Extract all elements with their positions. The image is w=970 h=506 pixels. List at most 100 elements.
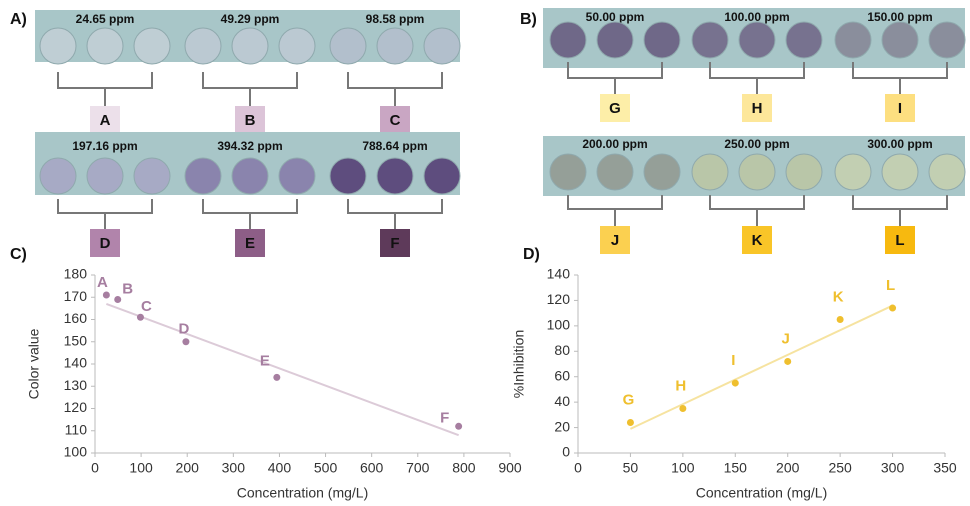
well — [596, 21, 634, 59]
well — [86, 157, 124, 195]
group-letter: B — [245, 112, 256, 129]
bracket — [57, 72, 153, 106]
group-letter: J — [611, 232, 619, 249]
x-tick-label: 0 — [91, 460, 99, 476]
concentration-label: 788.64 ppm — [362, 139, 427, 153]
point — [626, 418, 634, 426]
concentration-label: 98.58 ppm — [366, 12, 425, 26]
point — [784, 357, 792, 365]
concentration-label: 100.00 ppm — [724, 10, 789, 24]
well — [738, 153, 776, 191]
well — [643, 153, 681, 191]
swatch — [885, 94, 915, 122]
panel-label: B) — [520, 11, 537, 28]
group-letter: E — [245, 235, 255, 252]
well — [881, 21, 919, 59]
bracket — [57, 199, 153, 229]
well — [738, 21, 776, 59]
y-tick-label: 140 — [64, 355, 88, 371]
point-label: I — [731, 352, 735, 369]
swatch — [600, 94, 630, 122]
well — [423, 157, 461, 195]
y-axis-title: %Inhibition — [511, 330, 527, 399]
panel-label: D) — [523, 246, 540, 263]
well — [785, 153, 823, 191]
point — [455, 422, 463, 430]
y-tick-label: 0 — [562, 444, 570, 460]
x-tick-label: 700 — [406, 460, 430, 476]
point-label: F — [440, 409, 449, 426]
well — [691, 21, 729, 59]
group-letter: G — [609, 100, 621, 117]
point — [889, 304, 897, 312]
bracket — [567, 195, 663, 226]
well — [39, 157, 77, 195]
swatch — [90, 106, 120, 134]
trendline — [630, 304, 893, 430]
y-tick-label: 60 — [554, 367, 570, 383]
concentration-label: 394.32 ppm — [217, 139, 282, 153]
trendline — [106, 302, 460, 437]
point-label: G — [623, 391, 635, 408]
x-axis-title: Concentration (mg/L) — [237, 485, 369, 501]
x-tick-label: 900 — [498, 460, 522, 476]
concentration-label: 300.00 ppm — [867, 137, 932, 151]
x-tick-label: 400 — [268, 460, 292, 476]
well — [423, 27, 461, 65]
concentration-label: 50.00 ppm — [586, 10, 645, 24]
x-tick-label: 50 — [623, 460, 639, 476]
point — [836, 316, 844, 323]
panel-label: C) — [10, 246, 27, 263]
point-label: C — [141, 298, 152, 315]
bracket — [202, 199, 298, 229]
bracket — [852, 62, 948, 94]
x-tick-label: 500 — [314, 460, 338, 476]
y-tick-label: 20 — [554, 418, 570, 434]
y-tick-label: 130 — [64, 377, 88, 393]
y-tick-label: 80 — [554, 342, 570, 358]
well — [549, 21, 587, 59]
bracket — [202, 72, 298, 106]
well — [39, 27, 77, 65]
well — [549, 153, 587, 191]
y-tick-label: 120 — [547, 291, 571, 307]
well — [184, 27, 222, 65]
swatch — [235, 229, 265, 257]
swatch — [90, 229, 120, 257]
bracket — [567, 62, 663, 94]
group-letter: L — [895, 232, 904, 249]
point — [679, 405, 687, 412]
well — [329, 157, 367, 195]
group-letter: F — [390, 235, 399, 252]
x-tick-label: 100 — [671, 460, 695, 476]
swatch — [885, 226, 915, 254]
x-tick-label: 250 — [828, 460, 852, 476]
group-letter: D — [100, 235, 111, 252]
y-tick-label: 120 — [64, 399, 88, 415]
well — [376, 27, 414, 65]
well — [184, 157, 222, 195]
y-tick-label: 100 — [64, 444, 88, 460]
swatch — [380, 106, 410, 134]
well — [329, 27, 367, 65]
well — [133, 157, 171, 195]
x-tick-label: 800 — [452, 460, 476, 476]
point — [273, 373, 281, 381]
point-label: E — [260, 352, 270, 369]
well — [278, 157, 316, 195]
well — [278, 27, 316, 65]
group-letter: I — [898, 100, 902, 117]
bracket — [709, 62, 805, 94]
swatch — [742, 94, 772, 122]
group-letter: A — [100, 112, 111, 129]
point-label: K — [833, 288, 844, 305]
swatch — [742, 226, 772, 254]
y-tick-label: 110 — [65, 421, 88, 437]
well — [928, 21, 966, 59]
well — [834, 153, 872, 191]
x-tick-label: 350 — [933, 460, 957, 476]
bracket — [347, 199, 443, 229]
swatch — [380, 229, 410, 257]
bracket — [709, 195, 805, 226]
